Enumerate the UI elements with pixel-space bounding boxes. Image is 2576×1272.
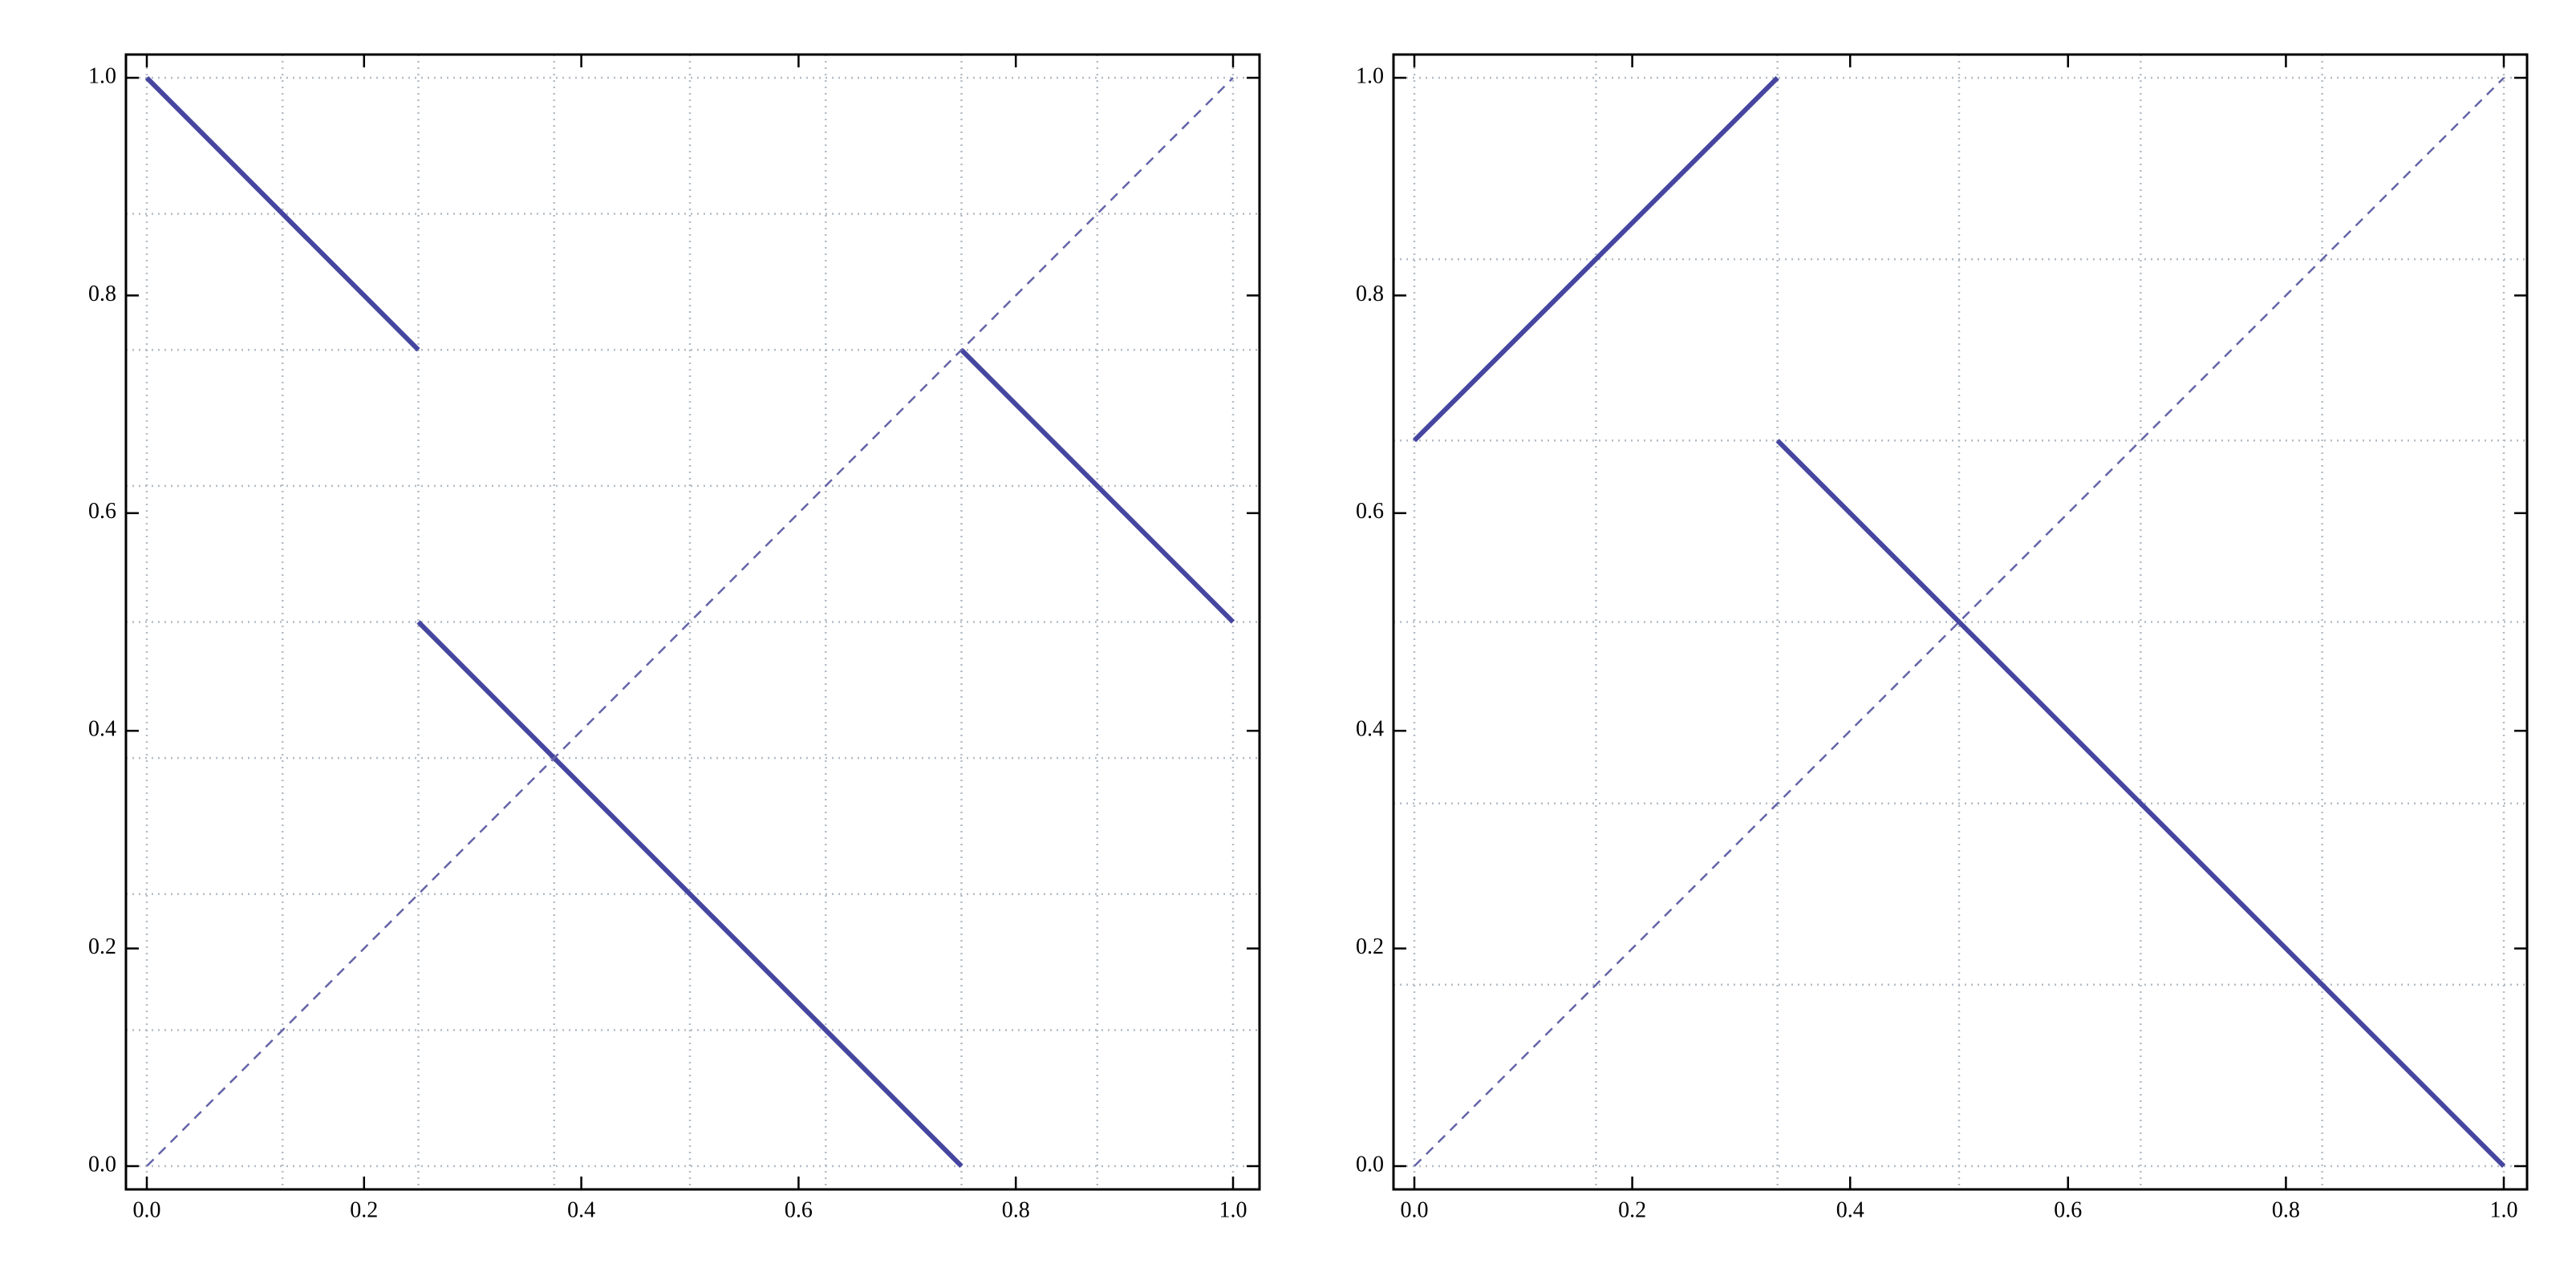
x-tick-label: 0.8 [2272,1197,2300,1222]
y-tick-label: 0.2 [1356,934,1384,959]
x-tick-label: 0.8 [1002,1197,1030,1222]
x-tick-label: 0.6 [2054,1197,2082,1222]
y-tick-label: 1.0 [88,63,116,88]
y-tick-label: 0.6 [1356,499,1384,524]
y-tick-label: 0.4 [1356,717,1384,742]
diagonal-line [1414,77,2505,1167]
plot: 0.0 0.2 0.4 0.6 0.8 1.0 0.0 0.2 0.4 0.6 0.8 1.0 [88,53,1261,1222]
x-tick-label: 1.0 [2490,1197,2518,1222]
y-tick-label: 0.8 [1356,282,1384,306]
plot-frame [124,53,1261,1191]
y-tick-label: 0.8 [88,282,116,306]
function-line [144,75,1235,1169]
function-line [1412,75,2506,1169]
y-tick-label: 0.0 [88,1152,116,1177]
x-tick-label: 0.4 [567,1197,595,1222]
x-tick-label: 0.4 [1836,1197,1864,1222]
x-tick-label: 0.2 [1618,1197,1646,1222]
x-tick-label: 1.0 [1219,1197,1247,1222]
x-tick-label: 0.0 [1401,1197,1429,1222]
y-tick-label: 0.0 [1356,1152,1384,1177]
x-tick-label: 0.0 [133,1197,161,1222]
plot: 0.0 0.2 0.4 0.6 0.8 1.0 0.0 0.2 0.4 0.6 0.8 1.0 [1356,53,2529,1222]
y-tick-label: 0.4 [88,717,116,742]
y-tick-label: 1.0 [1356,63,1384,88]
diagonal-line [146,77,1234,1167]
x-tick-label: 0.6 [785,1197,813,1222]
plot-frame [1392,53,2529,1191]
x-tick-label: 0.2 [350,1197,378,1222]
y-tick-label: 0.6 [88,499,116,524]
y-tick-label: 0.2 [88,934,116,959]
